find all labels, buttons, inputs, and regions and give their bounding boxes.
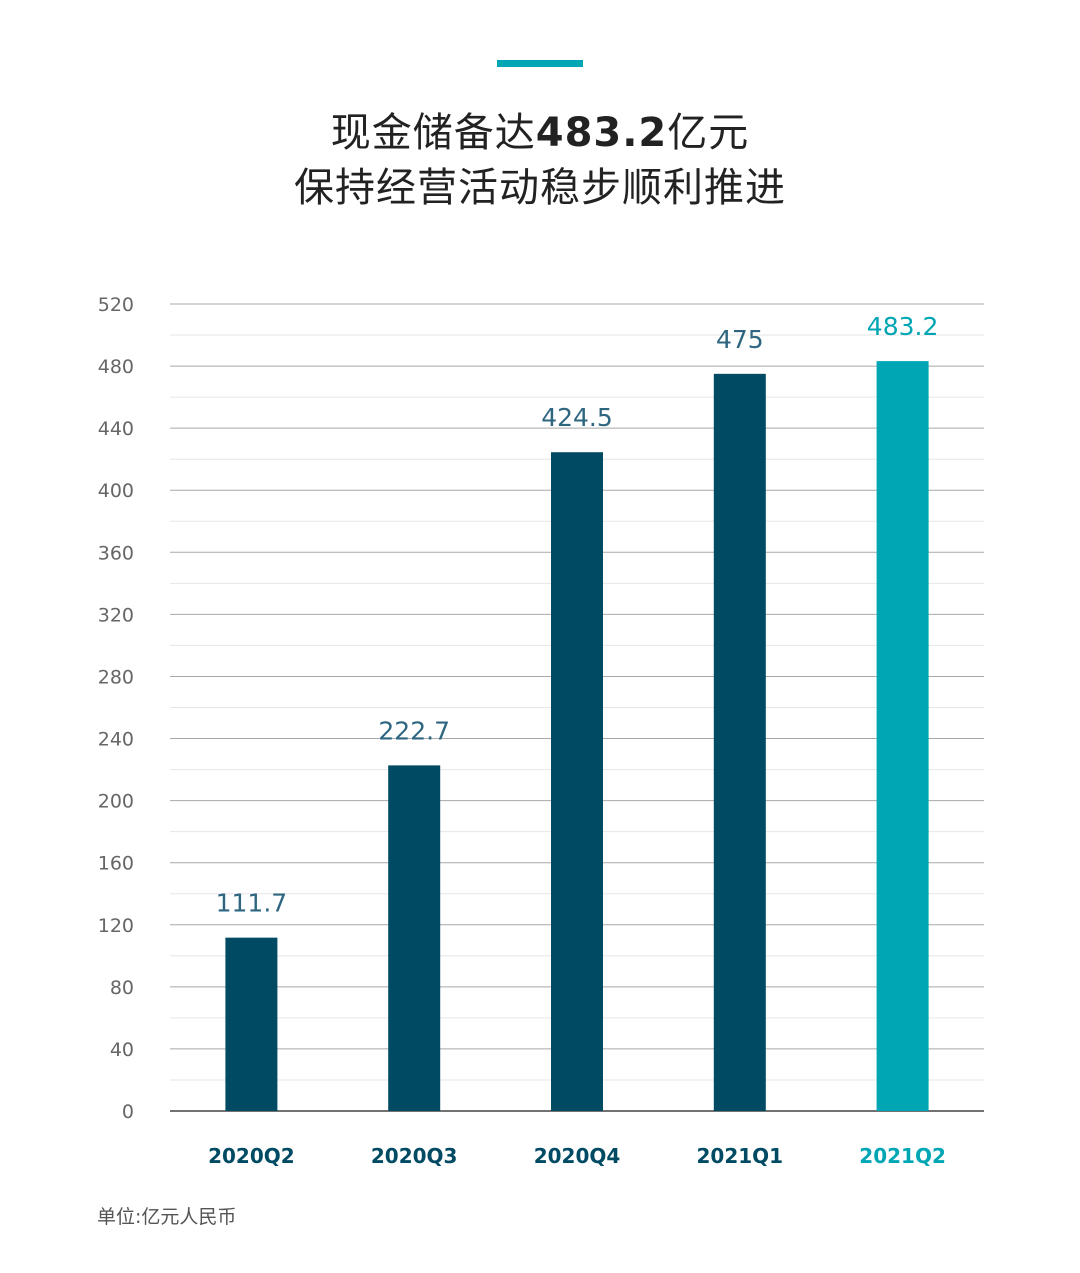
y-tick-label: 160 [98,853,134,875]
y-tick-label: 120 [98,915,134,937]
y-tick-label: 320 [98,604,134,626]
y-tick-label: 80 [110,977,134,999]
x-tick-label: 2021Q1 [697,1144,784,1168]
x-tick-label: 2020Q3 [371,1144,458,1168]
y-tick-label: 40 [110,1039,134,1061]
y-tick-label: 200 [98,791,134,813]
chart-title: 现金储备达483.2亿元 [0,100,1080,158]
data-label: 483.2 [867,312,939,341]
y-tick-label: 480 [98,356,134,378]
title-highlight: 483.2 [535,110,668,156]
bar-2020Q3 [388,765,441,1111]
y-tick-label: 440 [98,418,134,440]
y-tick-label: 520 [98,294,134,316]
bar-2020Q2 [225,937,278,1111]
unit-label: 单位:亿元人民币 [97,1206,237,1228]
chart-subtitle: 保持经营活动稳步顺利推进 [294,165,786,211]
title-pre: 现金储备达 [330,110,536,156]
data-label: 424.5 [541,403,613,432]
bar-2021Q1 [713,373,766,1111]
accent-bar [497,60,583,67]
y-tick-label: 280 [98,666,134,688]
y-tick-label: 360 [98,542,134,564]
bar-2020Q4 [551,452,603,1112]
bar-2021Q2 [876,361,929,1111]
data-label: 111.7 [216,889,288,918]
y-tick-label: 400 [98,480,134,502]
title-post: 亿元 [667,110,750,156]
y-tick-label: 0 [122,1101,134,1123]
y-tick-label: 240 [98,729,134,751]
data-label: 475 [716,325,764,354]
x-tick-label: 2021Q2 [859,1144,946,1168]
x-tick-label: 2020Q2 [208,1144,295,1168]
x-tick-label: 2020Q4 [534,1144,621,1168]
data-label: 222.7 [378,716,450,745]
